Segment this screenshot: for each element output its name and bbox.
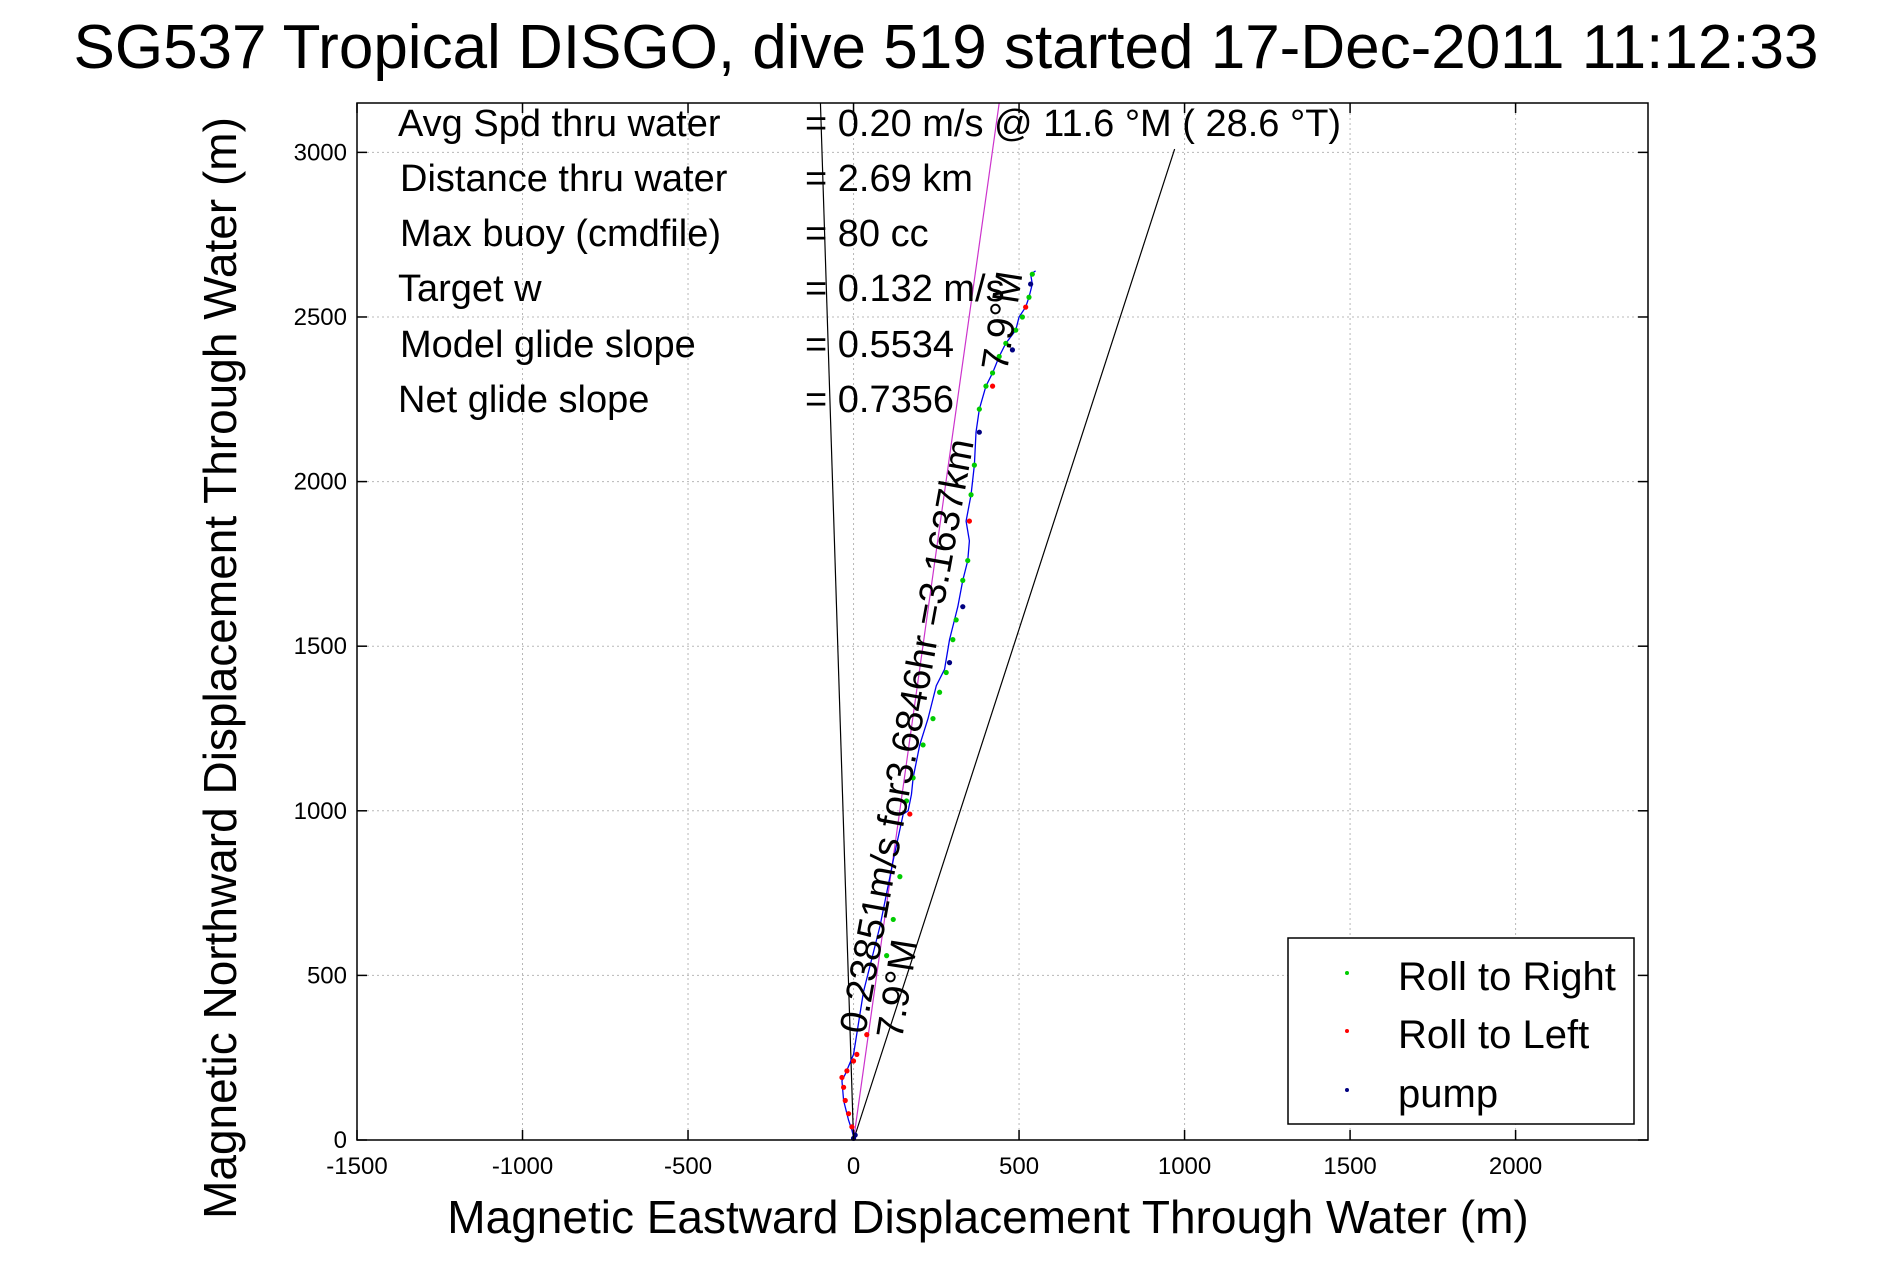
point-roll-to-right	[1026, 294, 1032, 300]
y-tick-label: 500	[307, 962, 347, 989]
point-roll-to-right	[930, 716, 936, 722]
legend-label: Roll to Left	[1398, 1013, 1589, 1057]
point-roll-to-right	[1013, 327, 1019, 333]
info-value: = 80 cc	[805, 213, 929, 255]
plot-frame	[356, 102, 1649, 1141]
info-label: Avg Spd thru water	[398, 103, 721, 145]
info-value: = 0.20 m/s @ 11.6 °M ( 28.6 °T)	[805, 103, 1341, 145]
legend-marker-pump	[1345, 1088, 1349, 1092]
y-tick-label: 0	[334, 1127, 347, 1154]
info-block: Avg Spd thru water = 0.20 m/s @ 11.6 °M …	[398, 103, 1341, 421]
point-roll-to-right	[965, 557, 971, 564]
point-roll-to-right	[1019, 314, 1025, 320]
info-value: = 0.132 m/s	[805, 268, 1005, 310]
point-roll-to-right	[884, 953, 890, 959]
point-roll-to-right	[1029, 271, 1035, 277]
point-roll-to-right	[943, 669, 949, 676]
point-pump	[1028, 281, 1034, 287]
x-tick-label: 1000	[1158, 1153, 1211, 1180]
current-vector-line	[852, 102, 1000, 1141]
point-roll-to-right	[950, 637, 956, 643]
x-tick-label: -1500	[326, 1153, 387, 1180]
x-tick-label: 2000	[1489, 1153, 1542, 1180]
point-roll-to-right	[960, 577, 966, 583]
point-roll-to-right	[903, 798, 910, 804]
legend-label: pump	[1398, 1072, 1498, 1116]
point-roll-to-right	[976, 406, 982, 412]
x-tick-label: -1000	[492, 1153, 553, 1180]
point-pump	[960, 604, 966, 610]
y-tick-label: 2000	[294, 469, 347, 496]
point-roll-to-right	[897, 874, 903, 880]
info-value: = 2.69 km	[805, 158, 973, 200]
y-tick-label: 1500	[294, 633, 347, 660]
x-tick-label: -500	[664, 1153, 712, 1180]
chart-title: SG537 Tropical DISGO, dive 519 started 1…	[73, 13, 1818, 82]
point-roll-to-left	[842, 1097, 848, 1104]
point-roll-to-left	[907, 811, 913, 817]
info-label: Net glide slope	[398, 379, 649, 421]
x-axis-label: Magnetic Eastward Displacement Through W…	[447, 1191, 1528, 1243]
point-pump	[1009, 347, 1016, 353]
point-roll-to-right	[968, 492, 974, 498]
point-roll-to-left	[849, 1124, 855, 1130]
point-roll-to-right	[971, 462, 977, 468]
info-label: Model glide slope	[400, 324, 696, 366]
point-roll-to-left	[839, 1074, 845, 1081]
axis-ticks: -1500 -1000 -500 0 500 1000 1500 2000 0 500 1000 15…	[294, 103, 1648, 1180]
info-value: = 0.7356	[805, 379, 954, 421]
point-roll-to-right	[890, 916, 896, 923]
y-axis-label: Magnetic Northward Displacement Through …	[194, 117, 246, 1219]
x-tick-label: 500	[999, 1153, 1039, 1180]
info-value: = 0.5534	[805, 324, 954, 366]
point-roll-to-left	[966, 518, 972, 524]
point-roll-to-right	[996, 353, 1002, 360]
point-roll-to-right	[920, 742, 926, 748]
point-roll-to-right	[983, 383, 989, 389]
info-label: Target w	[398, 268, 542, 310]
x-tick-label: 1500	[1323, 1153, 1376, 1180]
info-label: Distance thru water	[400, 158, 728, 200]
x-tick-label: 0	[847, 1153, 860, 1180]
point-roll-to-left	[850, 1058, 857, 1064]
point-roll-to-left	[845, 1111, 852, 1117]
point-pump	[946, 660, 953, 666]
point-roll-to-left	[989, 383, 996, 389]
glider-track	[841, 270, 1036, 1137]
data-points	[839, 271, 1035, 1141]
y-tick-label: 3000	[294, 139, 347, 166]
point-pump	[976, 429, 982, 435]
y-tick-label: 1000	[294, 798, 347, 825]
legend-marker-roll-left	[1345, 1029, 1349, 1033]
point-roll-to-right	[953, 617, 959, 623]
legend: Roll to Right Roll to Left pump	[1287, 937, 1635, 1125]
point-roll-to-left	[1023, 304, 1029, 310]
point-roll-to-right	[1003, 340, 1009, 346]
y-tick-label: 2500	[294, 304, 347, 331]
point-roll-to-left	[841, 1084, 847, 1090]
point-roll-to-right	[937, 689, 943, 695]
legend-label: Roll to Right	[1398, 955, 1616, 999]
angle-reference-line	[819, 102, 855, 1141]
point-roll-to-right	[989, 370, 996, 376]
point-roll-to-left	[864, 1032, 870, 1038]
info-label: Max buoy (cmdfile)	[400, 213, 721, 255]
angle-reference-line	[852, 148, 1176, 1141]
point-roll-to-left	[854, 1051, 860, 1058]
point-roll-to-right	[910, 775, 916, 781]
track-line	[841, 270, 1036, 1137]
point-roll-to-left	[844, 1068, 850, 1074]
reference-lines	[819, 102, 1176, 1141]
legend-marker-roll-right	[1345, 971, 1349, 975]
